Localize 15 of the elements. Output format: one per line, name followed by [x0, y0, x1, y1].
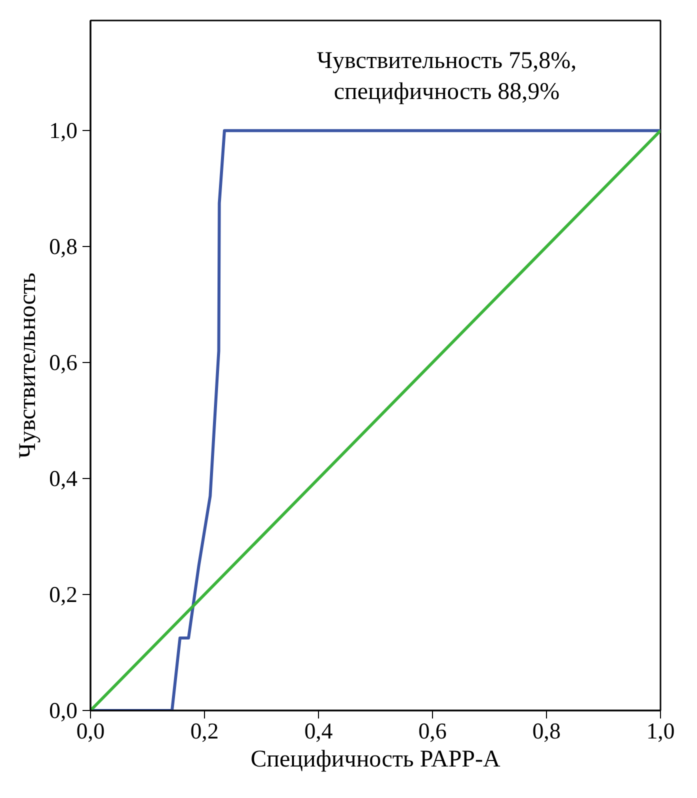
y-tick-label: 0,2	[49, 582, 78, 608]
x-tick-label: 0,4	[304, 718, 333, 744]
x-tick-label: 0,6	[418, 718, 447, 744]
x-tick-label: 0,8	[532, 718, 561, 744]
x-tick-label: 0,0	[76, 718, 105, 744]
x-axis-title: Специфичность PAPP-A	[250, 746, 502, 772]
y-tick-label: 1,0	[49, 118, 78, 144]
x-tick-label: 0,2	[190, 718, 219, 744]
y-tick-label: 0,0	[49, 698, 78, 723]
y-tick-label: 0,4	[49, 466, 78, 492]
x-tick-label: 1,0	[646, 718, 675, 744]
annotation: Чувствительность 75,8%, специфичность 88,9%	[316, 48, 577, 106]
y-tick-label: 0,6	[49, 350, 78, 376]
y-axis-title: Чувствительность	[15, 272, 42, 458]
y-tick-label: 0,8	[49, 234, 78, 260]
